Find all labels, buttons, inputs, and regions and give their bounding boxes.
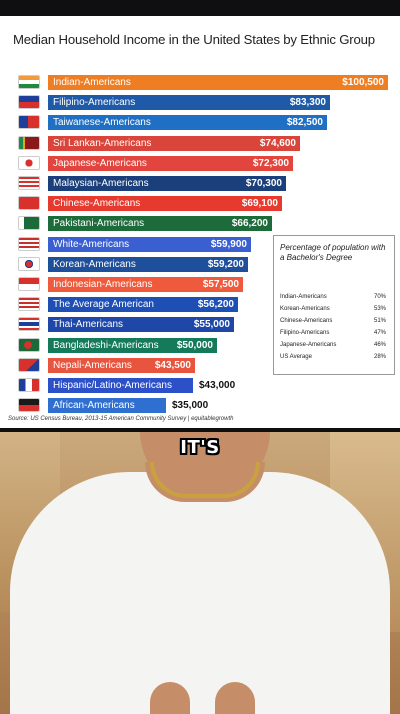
inset-row: US Average 28%	[280, 352, 390, 363]
bar: Bangladeshi-Americans $50,000	[48, 338, 217, 353]
bar-category-label: White-Americans	[53, 239, 130, 250]
bar: Korean-Americans $59,200	[48, 257, 248, 272]
inset-row: Indian-Americans 70%	[280, 292, 390, 303]
bar-value-label: $70,300	[245, 178, 282, 189]
inset-row: Filipino-Americans 47%	[280, 328, 390, 339]
us-flag-icon	[18, 297, 40, 311]
japan-flag-icon	[18, 156, 40, 170]
bar-category-label: Thai-Americans	[53, 319, 124, 330]
south-korea-flag-icon	[18, 257, 40, 271]
inset-title: Percentage of population with a Bachelor…	[280, 243, 386, 262]
bar-category-label: Taiwanese-Americans	[53, 117, 151, 128]
bar-value-label: $50,000	[176, 340, 213, 351]
bar-value-label: $72,300	[252, 158, 289, 169]
thailand-flag-icon	[18, 317, 40, 331]
inset-pct: 51%	[373, 318, 386, 324]
bar: Indonesian-Americans $57,500	[48, 277, 243, 292]
inset-pct: 53%	[373, 306, 386, 312]
bar-value-label: $43,000	[199, 380, 236, 391]
hand-left	[150, 682, 190, 714]
bar-chart: Indian-Americans $100,500 Filipino-America…	[0, 16, 400, 428]
inset-pct: 28%	[373, 354, 386, 360]
bar-value-label: $59,900	[210, 239, 247, 250]
bar-value-label: $74,600	[259, 138, 296, 149]
bar-category-label: Japanese-Americans	[53, 158, 147, 169]
bar-value-label: $35,000	[172, 400, 209, 411]
bachelor-degree-inset: Percentage of population with a Bachelor…	[273, 235, 395, 375]
pakistan-flag-icon	[18, 216, 40, 230]
bar: Taiwanese-Americans $82,500	[48, 115, 327, 130]
source-note: Source: US Census Bureau, 2013-15 Americ…	[8, 416, 234, 422]
bar-value-label: $66,200	[231, 218, 268, 229]
africa-flag-icon	[18, 398, 40, 412]
bar-value-label: $56,200	[197, 299, 234, 310]
bar: Malaysian-Americans $70,300	[48, 176, 286, 191]
bar-category-label: Nepali-Americans	[53, 360, 132, 371]
indonesia-flag-icon	[18, 277, 40, 291]
bar-category-label: Chinese-Americans	[53, 198, 141, 209]
inset-pct: 46%	[373, 342, 386, 348]
chart-card: Median Household Income in the United St…	[0, 16, 400, 428]
taiwan-flag-icon	[18, 115, 40, 129]
bar: Nepali-Americans $43,500	[48, 358, 195, 373]
inset-group: Korean-Americans	[280, 306, 330, 312]
bar-value-label: $83,300	[289, 97, 326, 108]
inset-pct: 70%	[373, 294, 386, 300]
bar-value-label: $100,500	[342, 77, 384, 88]
bar: Thai-Americans $55,000	[48, 317, 234, 332]
bar-value-label: $55,000	[193, 319, 230, 330]
bar-category-label: The Average American	[53, 299, 154, 310]
bar-category-label: Indonesian-Americans	[53, 279, 153, 290]
malaysia-flag-icon	[18, 176, 40, 190]
inset-group: Chinese-Americans	[280, 318, 333, 324]
bar-category-label: African-Americans	[53, 400, 135, 411]
bar: African-Americans $35,000	[48, 398, 208, 413]
nepal-flag-icon	[18, 358, 40, 372]
bar-category-label: Filipino-Americans	[53, 97, 136, 108]
video-caption: IT'S	[180, 437, 220, 458]
bar-value-label: $82,500	[286, 117, 323, 128]
inset-row: Korean-Americans 53%	[280, 304, 390, 315]
bar-category-label: Hispanic/Latino-Americans	[53, 380, 172, 391]
chart-title: Median Household Income in the United St…	[13, 32, 375, 47]
bangladesh-flag-icon	[18, 338, 40, 352]
us-flag-icon	[18, 237, 40, 251]
bar: White-Americans $59,900	[48, 237, 251, 252]
inset-row: Chinese-Americans 51%	[280, 316, 390, 327]
bar-category-label: Malaysian-Americans	[53, 178, 149, 189]
bar: Chinese-Americans $69,100	[48, 196, 282, 211]
inset-group: Japanese-Americans	[280, 342, 337, 348]
inset-group: US Average	[280, 354, 312, 360]
philippines-flag-icon	[18, 95, 40, 109]
inset-group: Indian-Americans	[280, 294, 327, 300]
bar-category-label: Korean-Americans	[53, 259, 136, 270]
hand-right	[215, 682, 255, 714]
bar: Japanese-Americans $72,300	[48, 156, 293, 171]
bar-category-label: Pakistani-Americans	[53, 218, 145, 229]
bar-value-label: $69,100	[241, 198, 278, 209]
bar-category-label: Bangladeshi-Americans	[53, 340, 159, 351]
inset-row: Japanese-Americans 46%	[280, 340, 390, 351]
hispanic-flag-icon	[18, 378, 40, 392]
india-flag-icon	[18, 75, 40, 89]
bar-value-label: $59,200	[207, 259, 244, 270]
bar: Hispanic/Latino-Americans $43,000	[48, 378, 235, 393]
bar-category-label: Indian-Americans	[53, 77, 131, 88]
sri-lanka-flag-icon	[18, 136, 40, 150]
bar: Sri Lankan-Americans $74,600	[48, 136, 300, 151]
china-flag-icon	[18, 196, 40, 210]
bar: The Average American $56,200	[48, 297, 238, 312]
video-frame	[0, 432, 400, 714]
bar: Indian-Americans $100,500	[48, 75, 388, 90]
inset-group: Filipino-Americans	[280, 330, 330, 336]
bar-value-label: $57,500	[202, 279, 239, 290]
bar-value-label: $43,500	[154, 360, 191, 371]
bar-category-label: Sri Lankan-Americans	[53, 138, 152, 149]
white-t-shirt	[10, 472, 390, 714]
bar: Filipino-Americans $83,300	[48, 95, 330, 110]
inset-pct: 47%	[373, 330, 386, 336]
bar: Pakistani-Americans $66,200	[48, 216, 272, 231]
